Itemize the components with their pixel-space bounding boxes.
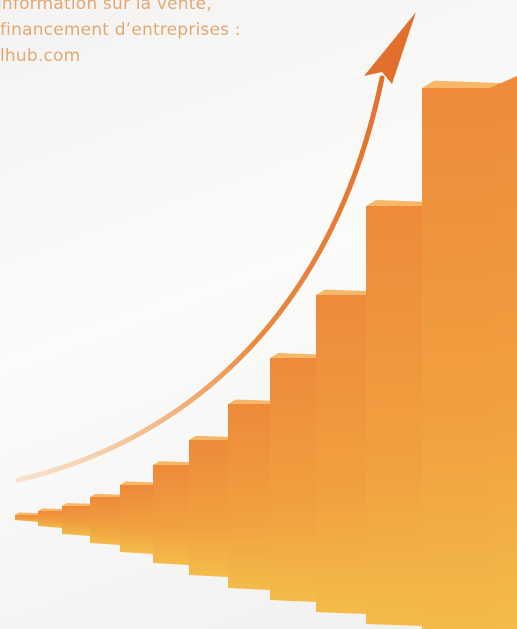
bar-front: [90, 497, 120, 545]
bar-front: [316, 295, 366, 614]
bar-top: [270, 353, 325, 358]
bar-front: [189, 440, 228, 577]
text-line: lhub.com: [0, 46, 81, 66]
bar-front: [153, 465, 189, 565]
bar-front: [62, 506, 90, 536]
bar-top: [228, 399, 278, 404]
bars: [15, 76, 517, 629]
bar-front: [228, 404, 270, 590]
bar-front: [38, 511, 62, 528]
bar-top: [189, 435, 236, 440]
bar-front: [15, 515, 38, 522]
bar-top: [366, 199, 433, 206]
bar-front: [490, 76, 517, 629]
bar-front: [120, 485, 153, 554]
bar-top: [316, 289, 375, 295]
bar-top: [15, 512, 43, 515]
bar-top: [62, 502, 96, 506]
bar-front: [422, 88, 490, 629]
bar-top: [90, 493, 126, 497]
arrow-head: [364, 12, 416, 84]
text-line: financement d’entreprises :: [0, 20, 241, 40]
bar-top: [153, 461, 196, 465]
bar-top: [120, 481, 159, 485]
bar-top: [422, 80, 503, 88]
bar-front: [366, 206, 422, 626]
text-line: information sur la vente,: [0, 0, 212, 14]
growth-arrow: [15, 75, 385, 483]
bar-top: [38, 508, 67, 511]
bar-front: [270, 358, 316, 602]
